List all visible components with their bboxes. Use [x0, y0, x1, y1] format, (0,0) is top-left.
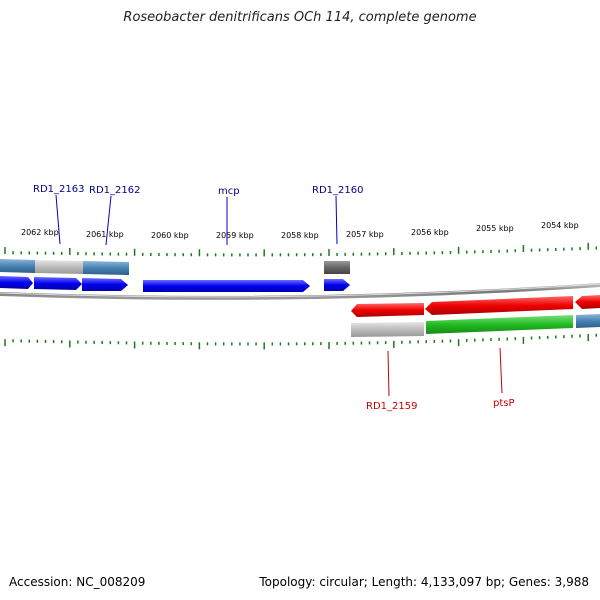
forward-strand-track [0, 276, 350, 292]
gene-label-rd1-2160[interactable]: RD1_2160 [312, 185, 363, 196]
tick-label: 2057 kbp [346, 230, 384, 239]
gene-arrow-forward[interactable] [34, 277, 82, 290]
gene-labels-top: RD1_2163 RD1_2162 mcp RD1_2160 [33, 184, 363, 246]
tick-label: 2059 kbp [216, 231, 254, 240]
tick-label: 2061 kbp [86, 230, 124, 239]
tick-label: 2058 kbp [281, 231, 319, 240]
tick-label: 2056 kbp [411, 228, 449, 237]
gene-arrow-forward[interactable] [82, 278, 128, 291]
gene-arrow-forward[interactable] [0, 276, 33, 289]
feature-block[interactable] [576, 314, 600, 328]
tick-label: 2055 kbp [476, 224, 514, 233]
gene-arrow-reverse[interactable] [575, 295, 600, 309]
accession-text: Accession: NC_008209 [9, 575, 146, 589]
feature-track-upper [0, 259, 350, 275]
map-title: Roseobacter denitrificans OCh 114, compl… [123, 10, 477, 25]
gene-label-mcp[interactable]: mcp [218, 186, 240, 197]
tick-ring-bottom [4, 333, 598, 350]
gene-arrow-reverse[interactable] [425, 296, 573, 315]
genome-backbone [0, 283, 600, 300]
genome-summary-text: Topology: circular; Length: 4,133,097 bp… [259, 575, 589, 589]
gene-label-ptsp[interactable]: ptsP [493, 398, 515, 409]
tick-labels: 2062 kbp 2061 kbp 2060 kbp 2059 kbp 2058… [21, 221, 579, 240]
tick-label: 2054 kbp [541, 221, 579, 230]
gene-label-rd1-2162[interactable]: RD1_2162 [89, 185, 140, 196]
feature-track-lower [351, 314, 600, 337]
feature-block[interactable] [426, 315, 573, 334]
gene-arrow-forward[interactable] [143, 280, 310, 292]
feature-block[interactable] [324, 261, 350, 274]
tick-label: 2060 kbp [151, 231, 189, 240]
feature-block[interactable] [351, 322, 424, 337]
gene-label-rd1-2159[interactable]: RD1_2159 [366, 401, 417, 412]
tick-ring-top [4, 242, 598, 257]
tick-label: 2062 kbp [21, 228, 59, 237]
feature-block[interactable] [83, 261, 129, 275]
feature-block[interactable] [35, 260, 83, 274]
gene-arrow-reverse[interactable] [351, 303, 424, 317]
gene-arrow-forward[interactable] [324, 279, 350, 291]
reverse-strand-track [351, 295, 600, 317]
gene-label-rd1-2163[interactable]: RD1_2163 [33, 184, 84, 195]
feature-block[interactable] [0, 259, 35, 273]
gene-labels-bottom: RD1_2159 ptsP [366, 347, 515, 412]
